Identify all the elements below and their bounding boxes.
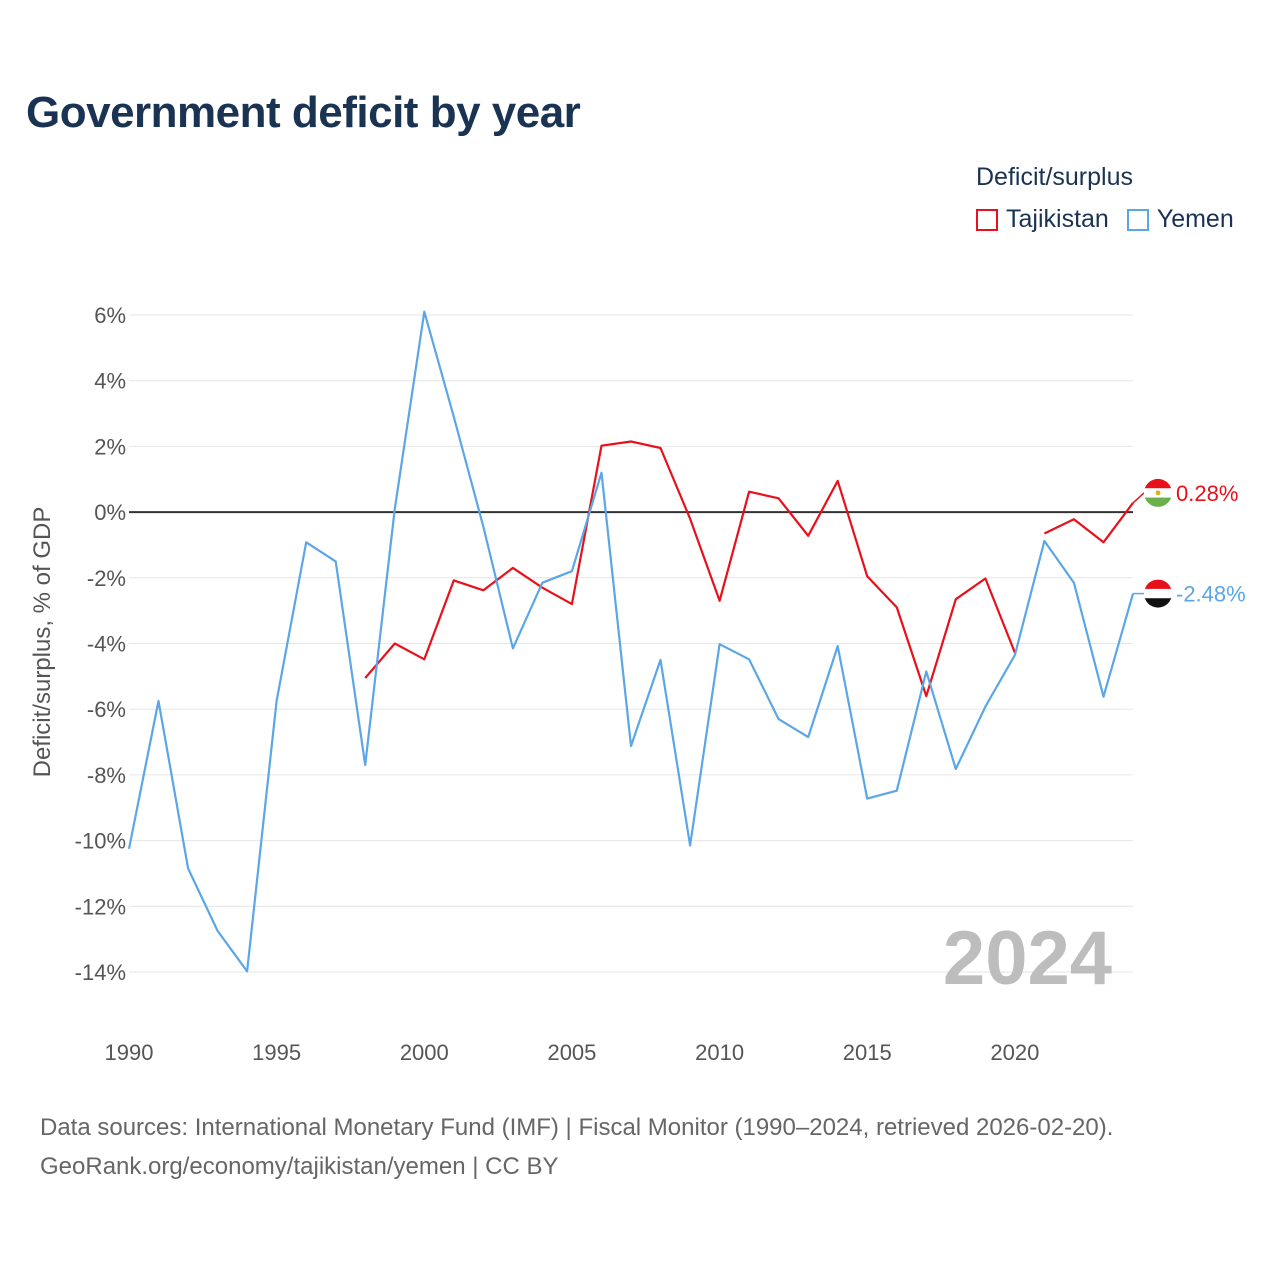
legend-swatch-tajikistan xyxy=(976,208,998,231)
x-tick-labels: 1990 1995 2000 2005 2010 2015 2020 xyxy=(105,1040,1040,1065)
y-tick-label: -10% xyxy=(75,829,126,854)
y-tick-label: -4% xyxy=(87,632,126,657)
end-label-tajikistan: 0.28% xyxy=(1176,481,1238,506)
line-chart: 6%4%2%0%-2%-4%-6%-8%-10%-12%-14% 1990 199… xyxy=(29,303,1246,1065)
end-connector xyxy=(1132,492,1145,504)
y-axis-label: Deficit/surplus, % of GDP xyxy=(29,507,56,778)
y-tick-label: 6% xyxy=(94,303,126,328)
legend: Tajikistan Yemen xyxy=(976,205,1252,234)
end-label-yemen: -2.48% xyxy=(1176,582,1246,607)
x-tick-label: 2010 xyxy=(695,1040,744,1065)
year-watermark: 2024 xyxy=(943,916,1112,1001)
x-tick-label: 2005 xyxy=(547,1040,596,1065)
source-line-1: Data sources: International Monetary Fun… xyxy=(40,1114,1114,1141)
y-tick-label: -12% xyxy=(75,894,126,919)
series-group xyxy=(127,310,1135,973)
legend-item-yemen[interactable]: Yemen xyxy=(1126,205,1234,234)
tajikistan-flag-icon xyxy=(1144,478,1172,507)
y-tick-label: -6% xyxy=(87,697,126,722)
x-tick-label: 1990 xyxy=(105,1040,154,1065)
legend-label-tajikistan: Tajikistan xyxy=(1006,205,1109,233)
grid xyxy=(129,314,1133,973)
y-tick-label: 4% xyxy=(94,369,126,394)
legend-label-yemen: Yemen xyxy=(1156,205,1234,233)
y-tick-label: -8% xyxy=(87,763,126,788)
y-tick-labels: 6% 4% 2% 0% -2% -4% -6% -8% -10% -12% -14% xyxy=(75,303,126,985)
x-tick-label: 1995 xyxy=(252,1040,301,1065)
y-tick-label: 2% xyxy=(94,434,126,459)
y-tick-label: -2% xyxy=(87,566,126,591)
y-tick-label: 0% xyxy=(94,500,126,525)
legend-title: Deficit/surplus xyxy=(976,163,1133,191)
yemen-flag-icon xyxy=(1144,579,1172,608)
legend-swatch-yemen xyxy=(1126,208,1149,231)
series-line-yemen[interactable] xyxy=(127,310,1135,973)
series-line-tajikistan[interactable] xyxy=(364,440,1016,698)
chart-title: Government deficit by year xyxy=(26,88,581,137)
series-line-tajikistan[interactable] xyxy=(1043,502,1134,544)
legend-item-tajikistan[interactable]: Tajikistan xyxy=(976,205,1109,234)
x-tick-label: 2015 xyxy=(843,1040,892,1065)
source-note: Data sources: International Monetary Fun… xyxy=(40,1108,1113,1186)
x-tick-label: 2020 xyxy=(990,1040,1039,1065)
end-markers: 0.28% -2.48% xyxy=(1132,478,1246,608)
x-tick-label: 2000 xyxy=(400,1040,449,1065)
source-line-2[interactable]: GeoRank.org/economy/tajikistan/yemen | C… xyxy=(40,1153,559,1180)
y-tick-label: -14% xyxy=(75,960,126,985)
